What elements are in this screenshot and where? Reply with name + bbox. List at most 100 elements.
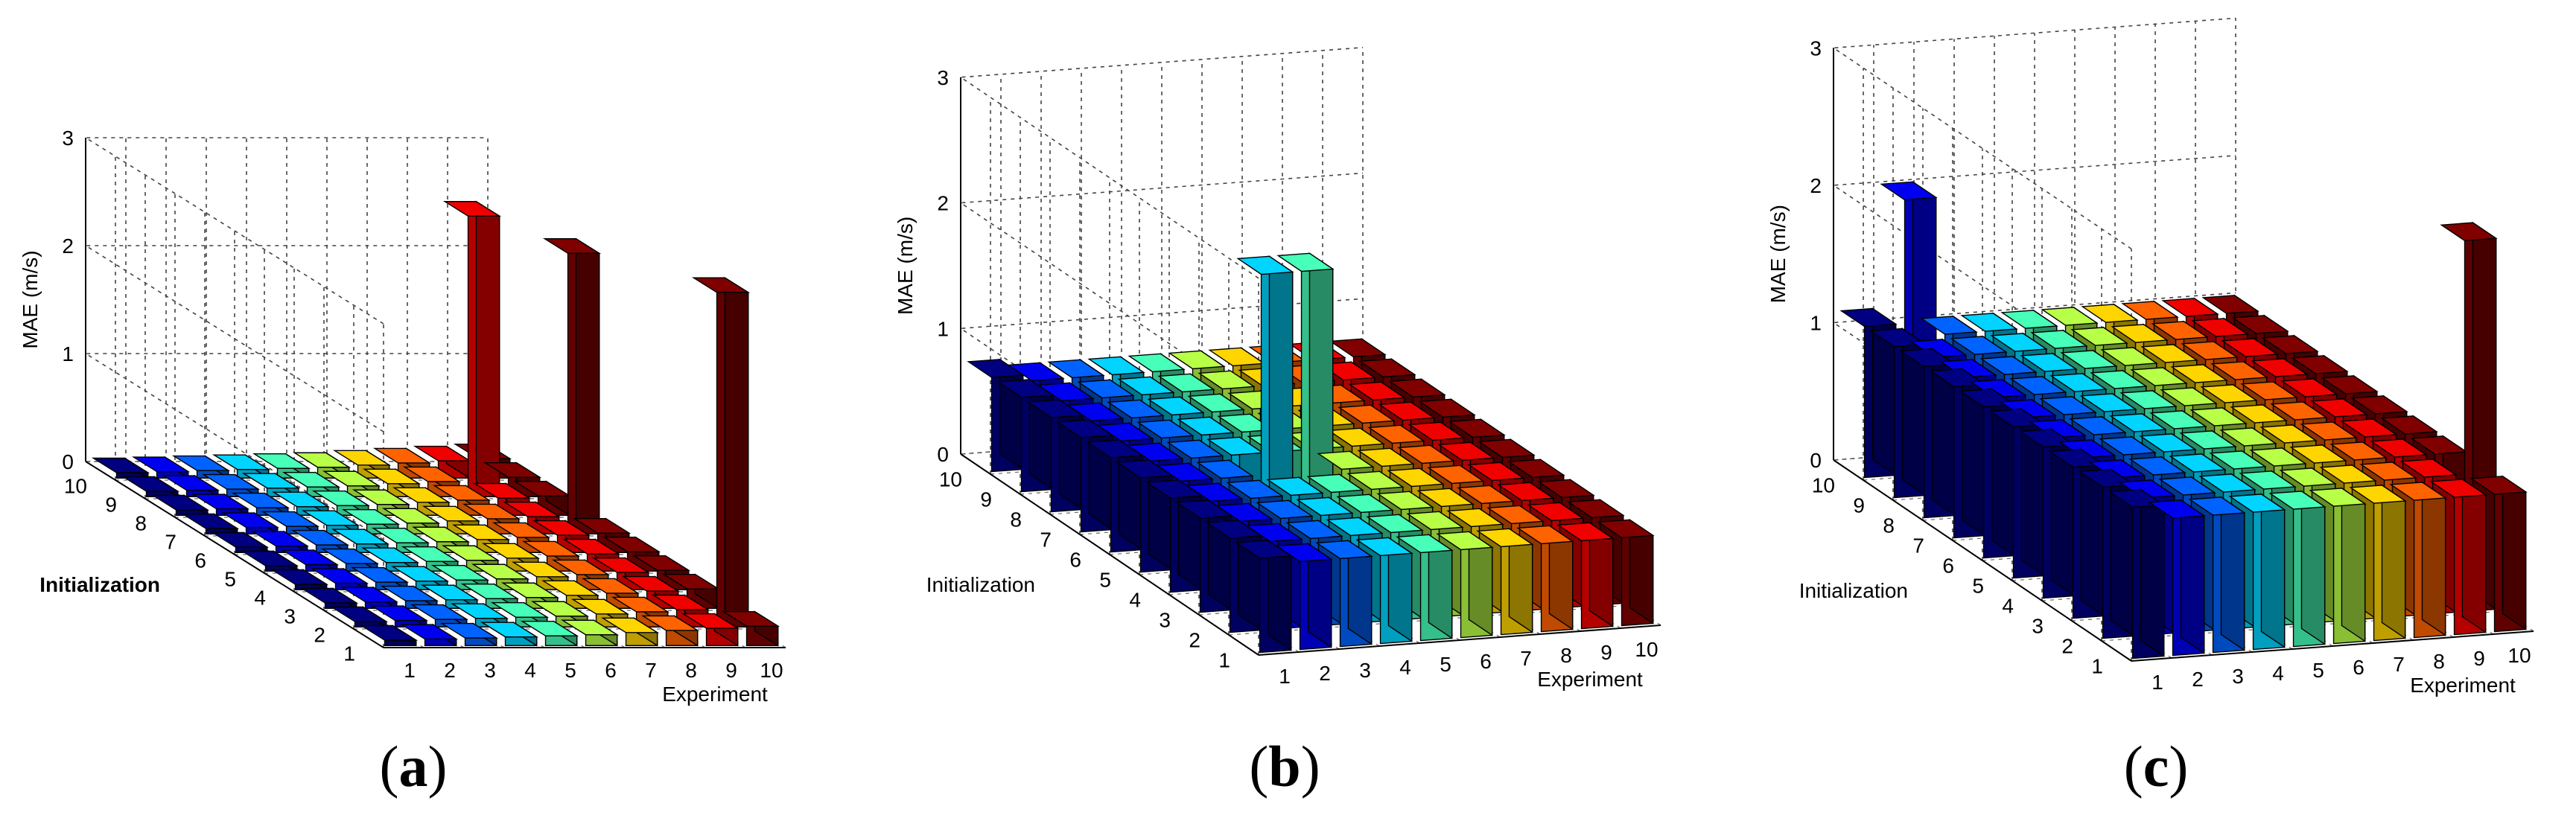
z-tick-label: 1 [62, 342, 74, 365]
x-tick-label: 8 [1560, 644, 1572, 667]
caption-a: (a) [379, 734, 448, 799]
x-tick-label: 4 [2272, 662, 2284, 685]
bar-init1-exp1 [2108, 488, 2166, 659]
x-tick-label: 5 [2312, 659, 2324, 682]
bar-init1-exp10 [1597, 518, 1655, 627]
bar-init1-exp5 [2268, 490, 2327, 648]
y-tick-label: 2 [2061, 635, 2073, 658]
z-tick-label: 0 [62, 450, 74, 473]
caption-b: (b) [1249, 734, 1320, 799]
bar-init9-exp1 [1869, 328, 1927, 499]
axes [85, 138, 786, 648]
x-tick-label: 8 [2433, 650, 2445, 673]
x-tick-label: 3 [2232, 665, 2244, 688]
z-tick-label: 0 [1810, 449, 1822, 472]
bar-init5-exp1 [240, 550, 299, 572]
x-tick-label: 9 [1600, 641, 1612, 664]
x-tick-label: 3 [1359, 659, 1371, 682]
bar-init1-exp10 [721, 610, 780, 647]
y-tick-label: 10 [939, 468, 962, 491]
bar-init2-exp1 [2078, 468, 2136, 639]
bar-init2-exp10 [691, 276, 751, 628]
chart-panel-b: 1 2 3 4 5 6 7 8 9 10123456789100123ExperimentInit… [894, 47, 1661, 691]
y-tick-label: 10 [1812, 474, 1835, 497]
bar-init1-exp1 [1235, 539, 1293, 654]
y-tick-label: 8 [135, 512, 147, 535]
x-tick-label: 8 [685, 659, 697, 682]
bars [967, 252, 1655, 654]
bar-init1-exp7 [600, 617, 660, 647]
bar-init10-exp1 [1839, 307, 1898, 479]
x-tick-label: 9 [725, 659, 737, 682]
bar-init1-exp2 [2148, 499, 2206, 657]
z-tick-label: 2 [1810, 174, 1822, 197]
x-tick-label: 1 [2152, 671, 2163, 694]
bar-init1-exp6 [560, 619, 620, 647]
z-axis-label: MAE (m/s) [894, 217, 917, 315]
y-tick-label: 1 [343, 642, 355, 665]
y-tick-label: 9 [1853, 494, 1865, 517]
bar-init6-exp1 [1959, 388, 2017, 559]
z-tick-label: 2 [62, 234, 74, 258]
x-tick-label: 2 [1319, 662, 1331, 685]
bar-init9-exp9 [442, 200, 502, 498]
bar-init1-exp8 [2389, 481, 2447, 639]
x-tick-label: 10 [760, 659, 783, 682]
bar-init1-exp3 [2188, 496, 2246, 654]
y-tick-label: 2 [1189, 629, 1200, 652]
y-axis-label: Initialization [926, 573, 1035, 596]
x-tick-label: 10 [2507, 644, 2531, 667]
y-tick-label: 8 [1883, 514, 1895, 537]
x-tick-label: 1 [1279, 665, 1291, 688]
z-tick-label: 1 [937, 317, 949, 340]
bar-init3-exp1 [2048, 448, 2106, 619]
bar-init1-exp7 [1476, 527, 1534, 636]
x-tick-label: 4 [524, 659, 536, 682]
caption-c: (c) [2123, 734, 2189, 799]
x-tick-label: 2 [2192, 668, 2204, 691]
bar-init1-exp4 [480, 621, 539, 647]
bar-init1-exp10 [2470, 475, 2528, 633]
bar-init9-exp5 [282, 471, 341, 498]
y-tick-label: 5 [224, 568, 236, 591]
z-axis-label: MAE (m/s) [19, 250, 42, 348]
bar-init1-exp3 [439, 622, 499, 647]
z-tick-label: 3 [1810, 36, 1822, 60]
y-tick-label: 1 [1218, 649, 1230, 672]
y-tick-label: 9 [980, 488, 992, 511]
y-tick-label: 1 [2091, 655, 2103, 678]
y-tick-label: 5 [1972, 575, 1984, 598]
x-tick-label: 4 [1399, 656, 1411, 679]
z-tick-label: 0 [937, 443, 949, 466]
x-tick-label: 9 [2473, 647, 2485, 670]
bar-init1-exp1 [359, 625, 419, 647]
y-tick-label: 8 [1010, 508, 1022, 531]
y-tick-label: 6 [194, 549, 206, 572]
x-tick-label: 10 [1635, 638, 1658, 661]
bar-init1-exp9 [2429, 478, 2487, 636]
bar-init1-exp3 [1315, 539, 1373, 648]
bar-init4-exp1 [270, 569, 329, 591]
chart-panel-a: 1 2 3 4 5 6 7 8 9 10123456789100123ExperimentInit… [19, 127, 786, 706]
y-tick-label: 3 [284, 605, 296, 628]
bar-init1-exp6 [2309, 487, 2367, 645]
x-tick-label: 2 [444, 659, 456, 682]
x-tick-label: 6 [2353, 656, 2364, 679]
x-tick-label: 1 [404, 659, 416, 682]
y-axis-label: Initialization [39, 573, 160, 596]
x-tick-label: 7 [645, 659, 657, 682]
bar-init9-exp3 [201, 473, 261, 498]
x-tick-label: 6 [1480, 650, 1492, 673]
bar-init1-exp4 [1355, 536, 1413, 645]
x-tick-label: 6 [605, 659, 617, 682]
chart-panel-c: 1 2 3 4 5 6 7 8 9 10123456789100123ExperimentInit… [1766, 17, 2534, 697]
y-tick-label: 3 [2032, 615, 2044, 638]
bars [1839, 181, 2528, 659]
y-tick-label: 9 [105, 494, 117, 517]
y-tick-label: 4 [254, 587, 266, 610]
y-tick-label: 7 [165, 531, 176, 554]
x-axis-label: Experiment [2410, 674, 2516, 697]
y-axis-label: Initialization [1799, 579, 1908, 602]
bar-init1-exp8 [640, 615, 700, 647]
